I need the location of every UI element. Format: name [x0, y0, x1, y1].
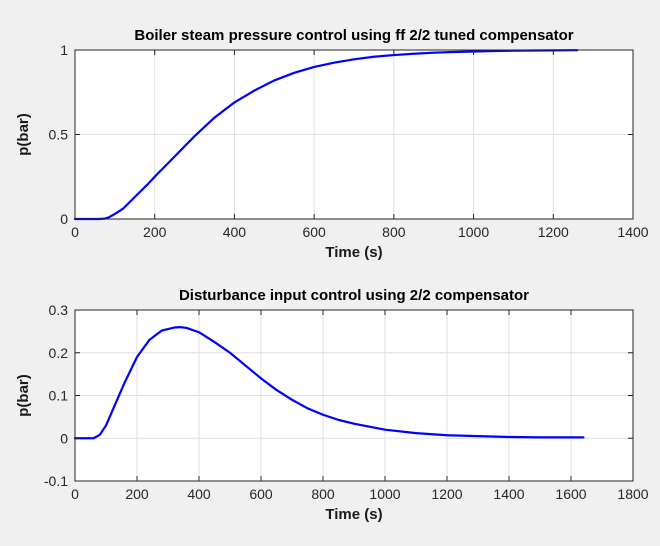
x-tick-label: 1400	[617, 224, 648, 240]
y-tick-label: 0	[60, 211, 68, 227]
x-tick-label: 600	[249, 486, 273, 502]
y-axis-label: p(bar)	[15, 374, 32, 417]
x-tick-label: 800	[311, 486, 335, 502]
x-tick-label: 400	[187, 486, 211, 502]
x-tick-label: 400	[223, 224, 247, 240]
x-tick-label: 1000	[458, 224, 489, 240]
x-axis-label: Time (s)	[325, 244, 382, 261]
x-tick-label: 1200	[538, 224, 569, 240]
chart-title: Boiler steam pressure control using ff 2…	[134, 27, 573, 44]
x-axis-label: Time (s)	[325, 506, 382, 523]
y-tick-label: -0.1	[44, 473, 68, 489]
x-tick-label: 1000	[369, 486, 400, 502]
y-tick-label: 0.2	[49, 345, 69, 361]
chart-disturbance-input: 0 200 400 600 800 1000 1200 1400 1600 1800-0.100.…	[15, 287, 649, 523]
series-line	[73, 49, 579, 221]
y-tick-label: 1	[60, 42, 68, 58]
x-tick-label: 1400	[493, 486, 524, 502]
y-tick-label: 0.3	[49, 302, 69, 318]
y-tick-label: 0	[60, 430, 68, 446]
chart-title: Disturbance input control using 2/2 comp…	[179, 287, 529, 304]
y-tick-label: 0.5	[49, 127, 69, 143]
x-tick-label: 600	[302, 224, 326, 240]
x-tick-label: 0	[71, 224, 79, 240]
x-tick-label: 1800	[617, 486, 648, 502]
x-tick-label: 200	[143, 224, 167, 240]
x-tick-label: 1200	[431, 486, 462, 502]
y-axis-label: p(bar)	[15, 113, 32, 156]
series-line	[73, 326, 585, 440]
x-tick-label: 800	[382, 224, 406, 240]
x-tick-label: 1600	[555, 486, 586, 502]
x-tick-label: 0	[71, 486, 79, 502]
x-tick-label: 200	[125, 486, 149, 502]
chart-steam-pressure: 0 200 400 600 800 1000 1200 1400 0 0.5 1 Boiler ste…	[15, 27, 649, 261]
y-tick-label: 0.1	[49, 388, 69, 404]
